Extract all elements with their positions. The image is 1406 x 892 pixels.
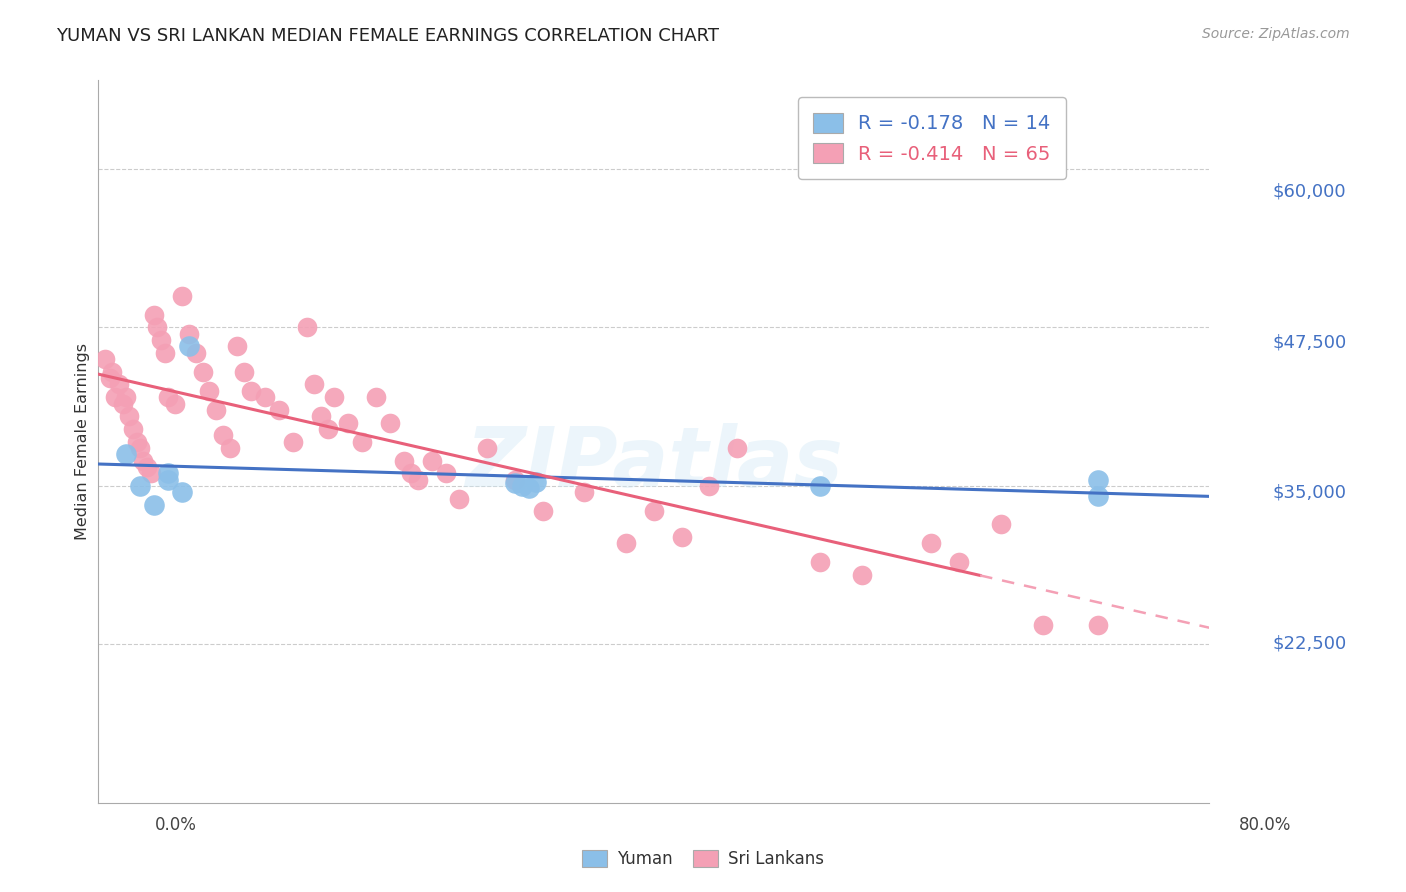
Point	[1087, 618, 1109, 632]
Point	[948, 555, 970, 569]
Point	[127, 434, 149, 449]
Point	[253, 390, 276, 404]
Point	[420, 453, 443, 467]
Text: ZIPatlas: ZIPatlas	[465, 423, 842, 504]
Point	[851, 567, 873, 582]
Point	[399, 467, 422, 481]
Point	[170, 485, 193, 500]
Point	[170, 289, 193, 303]
Point	[671, 530, 693, 544]
Point	[309, 409, 332, 424]
Y-axis label: Median Female Earnings: Median Female Earnings	[75, 343, 90, 540]
Point	[920, 536, 942, 550]
Point	[810, 555, 832, 569]
Text: $35,000: $35,000	[1272, 483, 1347, 501]
Point	[177, 339, 200, 353]
Point	[517, 482, 540, 496]
Point	[136, 459, 159, 474]
Point	[132, 453, 155, 467]
Point	[524, 475, 547, 489]
Point	[233, 365, 256, 379]
Point	[503, 476, 526, 491]
Point	[366, 390, 388, 404]
Point	[184, 346, 207, 360]
Point	[574, 485, 596, 500]
Point	[240, 384, 263, 398]
Point	[156, 467, 179, 481]
Point	[108, 377, 131, 392]
Point	[406, 473, 429, 487]
Point	[143, 498, 166, 512]
Point	[122, 422, 145, 436]
Point	[191, 365, 214, 379]
Point	[104, 390, 127, 404]
Point	[434, 467, 457, 481]
Point	[115, 390, 138, 404]
Point	[475, 441, 499, 455]
Point	[156, 390, 179, 404]
Point	[212, 428, 235, 442]
Point	[503, 473, 526, 487]
Text: $22,500: $22,500	[1272, 634, 1347, 652]
Point	[510, 479, 533, 493]
Point	[153, 346, 176, 360]
Point	[267, 402, 290, 417]
Legend: Yuman, Sri Lankans: Yuman, Sri Lankans	[575, 843, 831, 875]
Point	[725, 441, 748, 455]
Point	[149, 333, 172, 347]
Point	[112, 396, 135, 410]
Point	[323, 390, 346, 404]
Point	[129, 479, 152, 493]
Point	[98, 371, 121, 385]
Text: 0.0%: 0.0%	[155, 816, 197, 834]
Point	[101, 365, 124, 379]
Point	[337, 416, 360, 430]
Point	[990, 516, 1012, 531]
Point	[1032, 618, 1054, 632]
Point	[614, 536, 637, 550]
Point	[205, 402, 228, 417]
Point	[699, 479, 721, 493]
Point	[118, 409, 141, 424]
Point	[156, 473, 179, 487]
Point	[810, 479, 832, 493]
Point	[281, 434, 304, 449]
Point	[145, 320, 167, 334]
Point	[177, 326, 200, 341]
Point	[141, 467, 163, 481]
Legend: R = -0.178   N = 14, R = -0.414   N = 65: R = -0.178 N = 14, R = -0.414 N = 65	[799, 97, 1066, 179]
Point	[531, 504, 554, 518]
Point	[1087, 489, 1109, 503]
Text: YUMAN VS SRI LANKAN MEDIAN FEMALE EARNINGS CORRELATION CHART: YUMAN VS SRI LANKAN MEDIAN FEMALE EARNIN…	[56, 27, 720, 45]
Point	[198, 384, 221, 398]
Text: $47,500: $47,500	[1272, 333, 1347, 351]
Point	[316, 422, 339, 436]
Point	[449, 491, 471, 506]
Point	[129, 441, 152, 455]
Point	[302, 377, 325, 392]
Point	[143, 308, 166, 322]
Text: $60,000: $60,000	[1272, 182, 1346, 201]
Point	[115, 447, 138, 461]
Point	[392, 453, 415, 467]
Point	[378, 416, 401, 430]
Point	[226, 339, 249, 353]
Point	[163, 396, 186, 410]
Point	[643, 504, 665, 518]
Text: 80.0%: 80.0%	[1239, 816, 1292, 834]
Point	[1087, 473, 1109, 487]
Text: Source: ZipAtlas.com: Source: ZipAtlas.com	[1202, 27, 1350, 41]
Point	[219, 441, 242, 455]
Point	[295, 320, 318, 334]
Point	[94, 352, 117, 367]
Point	[352, 434, 374, 449]
